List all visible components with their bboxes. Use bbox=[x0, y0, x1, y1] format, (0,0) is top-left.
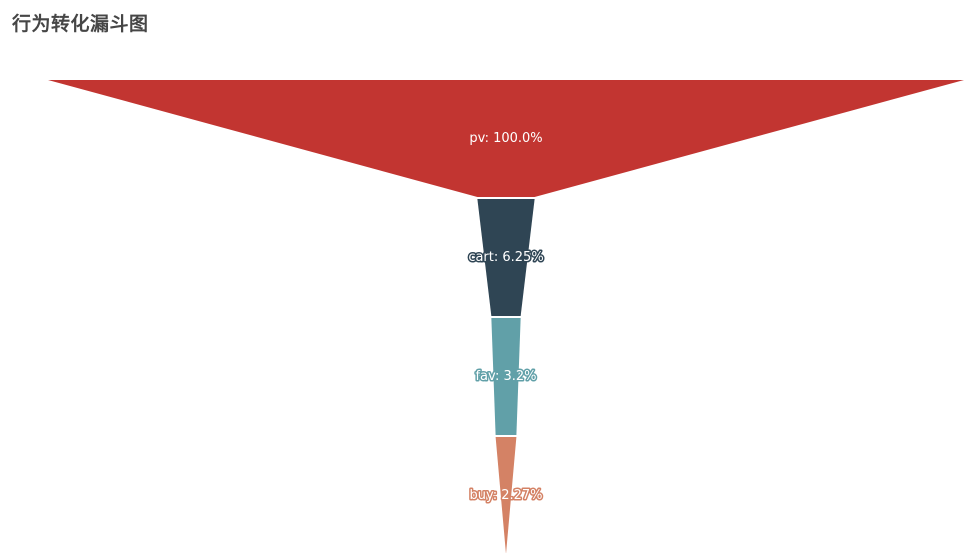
funnel-label-pv: pv: 100.0% bbox=[469, 131, 542, 146]
chart-title: 行为转化漏斗图 bbox=[12, 13, 149, 35]
funnel-segment-cart[interactable] bbox=[477, 199, 535, 316]
funnel-labels: pv: 100.0% cart: 6.25% fav: 3.2% buy: 2.27% bbox=[467, 131, 545, 505]
funnel-segment-fav[interactable] bbox=[491, 318, 521, 435]
funnel-label-fav: fav: 3.2% bbox=[475, 369, 536, 384]
funnel-label-buy: buy: 2.27% bbox=[469, 488, 542, 503]
funnel-segment-buy[interactable] bbox=[495, 437, 517, 553]
funnel-segment-pv[interactable] bbox=[48, 80, 964, 197]
funnel-segments bbox=[48, 80, 964, 553]
funnel-label-cart: cart: 6.25% bbox=[468, 250, 543, 265]
